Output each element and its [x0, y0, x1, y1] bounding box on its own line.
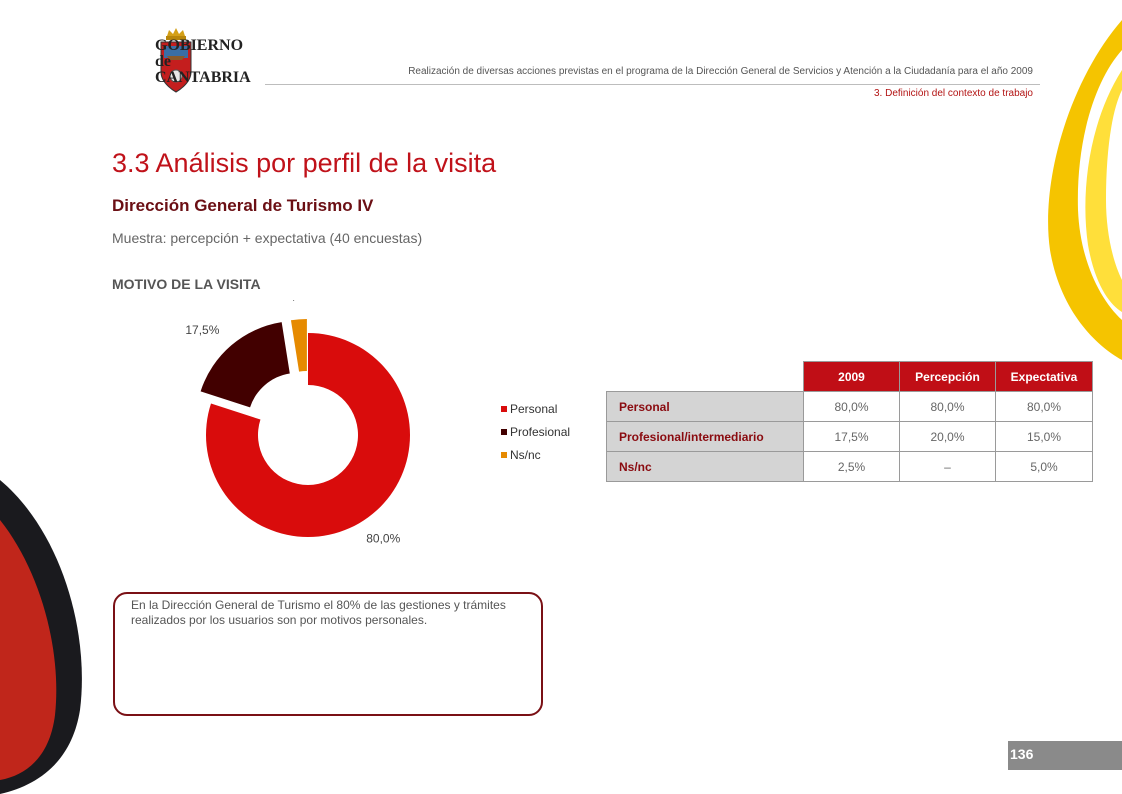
data-label: 80,0% — [366, 532, 400, 546]
header-divider — [265, 84, 1040, 85]
table-header-row: 2009 Percepción Expectativa — [606, 361, 1093, 392]
donut-slice-personal — [205, 333, 410, 537]
table-cell: 80,0% — [995, 391, 1093, 422]
page-title: 3.3 Análisis por perfil de la visita — [112, 148, 497, 178]
data-label: 2,5% — [285, 300, 313, 302]
table-row: Ns/nc 2,5% – 5,0% — [606, 451, 1093, 482]
note-box — [113, 592, 543, 716]
coat-of-arms-logo — [160, 28, 192, 93]
legend-swatch — [501, 406, 507, 412]
legend-label: Profesional — [510, 425, 570, 439]
logo-wordmark: GOBIERNO de CANTABRIA — [155, 38, 251, 86]
visit-reason-table: 2009 Percepción Expectativa Personal 80,… — [606, 361, 1093, 482]
legend-swatch — [501, 452, 507, 458]
decorative-ring-right — [1048, 20, 1122, 360]
data-label: 17,5% — [185, 323, 219, 337]
table-header-cell: Expectativa — [995, 361, 1093, 392]
legend-swatch — [501, 429, 507, 435]
note-text: En la Dirección General de Turismo el 80… — [131, 598, 506, 627]
table-cell: 80,0% — [899, 391, 996, 422]
legend-label: Ns/nc — [510, 448, 541, 462]
header-section: 3. Definición del contexto de trabajo — [874, 88, 1033, 99]
table-cell: – — [899, 451, 996, 482]
table-cell: 2,5% — [803, 451, 900, 482]
row-label: Profesional/intermediario — [606, 421, 804, 452]
page-subtitle: Dirección General de Turismo IV — [112, 196, 374, 215]
decorative-ring-left — [0, 480, 82, 794]
row-label: Personal — [606, 391, 804, 422]
chart-heading: MOTIVO DE LA VISITA — [112, 276, 261, 292]
donut-slice-nsnc — [290, 319, 307, 372]
row-label: Ns/nc — [606, 451, 804, 482]
sample-description: Muestra: percepción + expectativa (40 en… — [112, 230, 423, 246]
table-header-cell: Percepción — [899, 361, 996, 392]
table-cell: 5,0% — [995, 451, 1093, 482]
logo-line: de — [155, 53, 171, 70]
table-row: Personal 80,0% 80,0% 80,0% — [606, 391, 1093, 422]
logo-line: GOBIERNO — [155, 37, 244, 54]
table-cell: 80,0% — [803, 391, 900, 422]
page-number: 136 — [1010, 746, 1034, 762]
table-cell: 15,0% — [995, 421, 1093, 452]
table-row: Profesional/intermediario 17,5% 20,0% 15… — [606, 421, 1093, 452]
table-cell: 20,0% — [899, 421, 996, 452]
logo-line: CANTABRIA — [155, 69, 251, 86]
page-number-bar — [1008, 741, 1122, 770]
legend-label: Personal — [510, 402, 557, 416]
table-cell: 17,5% — [803, 421, 900, 452]
donut-slice-profesional — [200, 322, 290, 408]
visit-reason-donut-chart: 80,0% 17,5% 2,5% Personal Profesional Ns/nc — [185, 300, 570, 546]
table-corner — [606, 361, 804, 392]
header-title: Realización de diversas acciones previst… — [408, 66, 1033, 77]
table-header-cell: 2009 — [803, 361, 900, 392]
